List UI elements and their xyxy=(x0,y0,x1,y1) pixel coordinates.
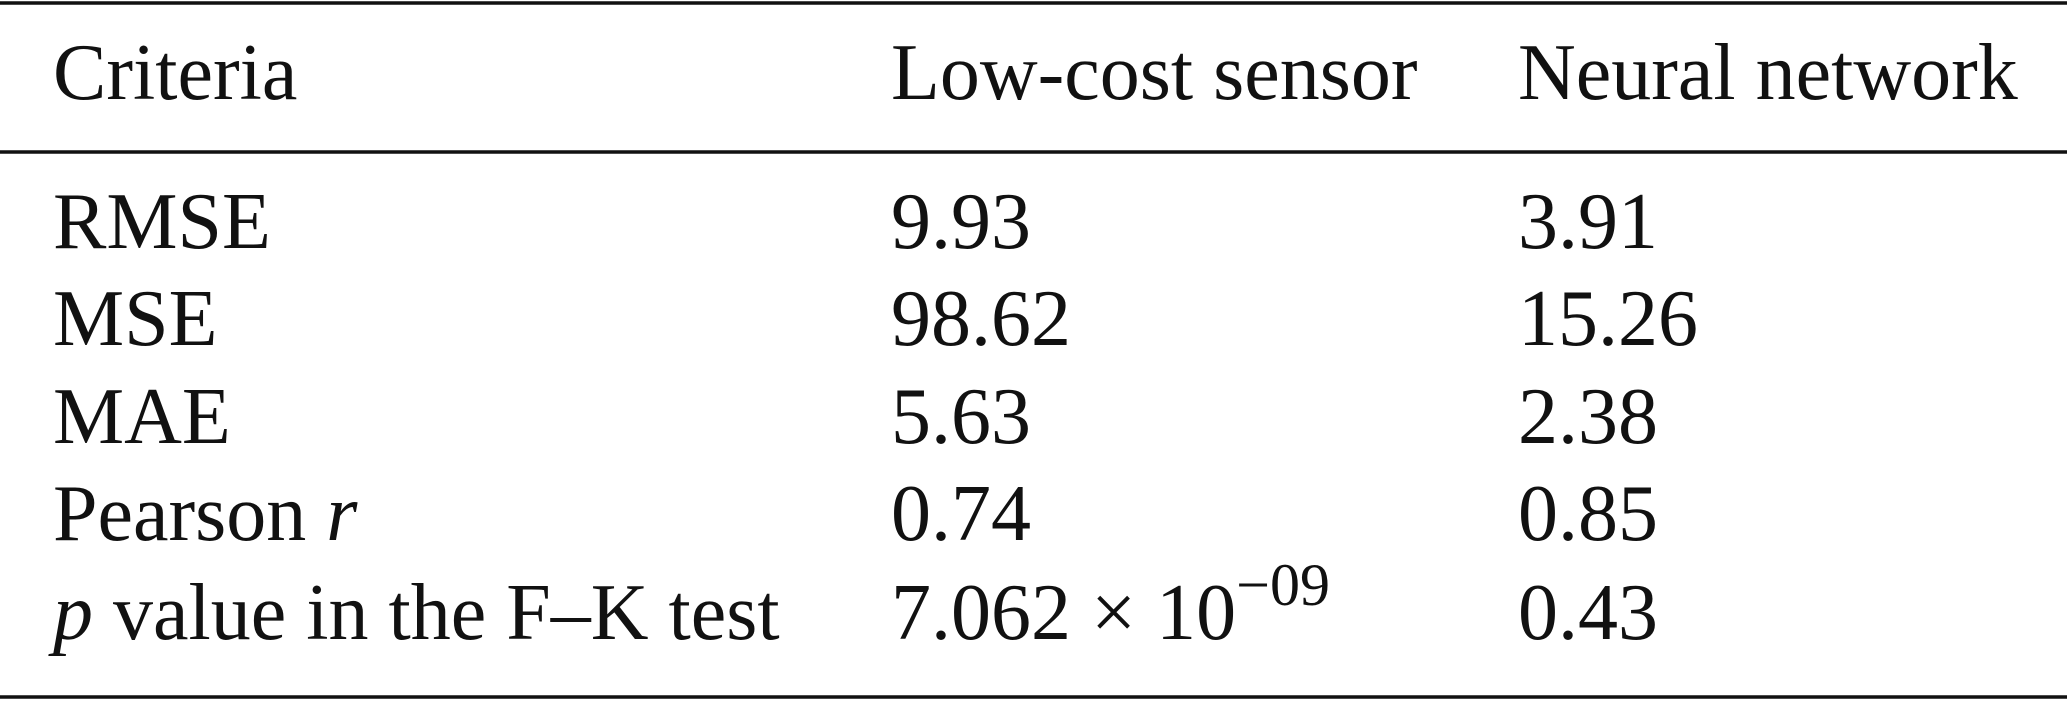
cell-text: MAE xyxy=(53,373,231,461)
table-cell: 0.43 xyxy=(1518,569,1658,657)
cell-text: Pearson xyxy=(53,470,326,558)
header-cell: Criteria xyxy=(53,29,297,117)
table-cell: 0.74 xyxy=(891,470,1031,558)
table-cell: p value in the F–K test xyxy=(48,569,780,657)
table-cell: Pearson r xyxy=(53,470,358,558)
cell-text: 0.85 xyxy=(1518,470,1658,558)
table-cell: RMSE xyxy=(53,178,271,266)
table-cell: 2.38 xyxy=(1518,373,1658,461)
table-cell: 7.062 × 10−09 xyxy=(891,552,1330,657)
table-cell: 0.85 xyxy=(1518,470,1658,558)
cell-text: 98.62 xyxy=(891,275,1071,363)
header-cell: Neural network xyxy=(1518,29,2018,117)
table-cell: MSE xyxy=(53,275,218,363)
header-cell: Low-cost sensor xyxy=(891,29,1418,117)
cell-text: 15.26 xyxy=(1518,275,1698,363)
cell-text: 0.43 xyxy=(1518,569,1658,657)
cell-text: MSE xyxy=(53,275,218,363)
table-cell: 5.63 xyxy=(891,373,1031,461)
table-cell: 98.62 xyxy=(891,275,1071,363)
cell-text: 7.062 × 10 xyxy=(891,569,1236,657)
cell-text: p xyxy=(48,569,93,657)
cell-text: RMSE xyxy=(53,178,271,266)
cell-text: 9.93 xyxy=(891,178,1031,266)
table-cell: MAE xyxy=(53,373,231,461)
table-cell: 3.91 xyxy=(1518,178,1658,266)
table-cell: 15.26 xyxy=(1518,275,1698,363)
cell-text: 5.63 xyxy=(891,373,1031,461)
superscript: −09 xyxy=(1236,552,1330,618)
cell-text: 3.91 xyxy=(1518,178,1658,266)
table-cell: 9.93 xyxy=(891,178,1031,266)
cell-text: value in the F–K test xyxy=(93,569,780,657)
cell-text: 2.38 xyxy=(1518,373,1658,461)
cell-text: r xyxy=(326,470,358,558)
cell-text: 0.74 xyxy=(891,470,1031,558)
